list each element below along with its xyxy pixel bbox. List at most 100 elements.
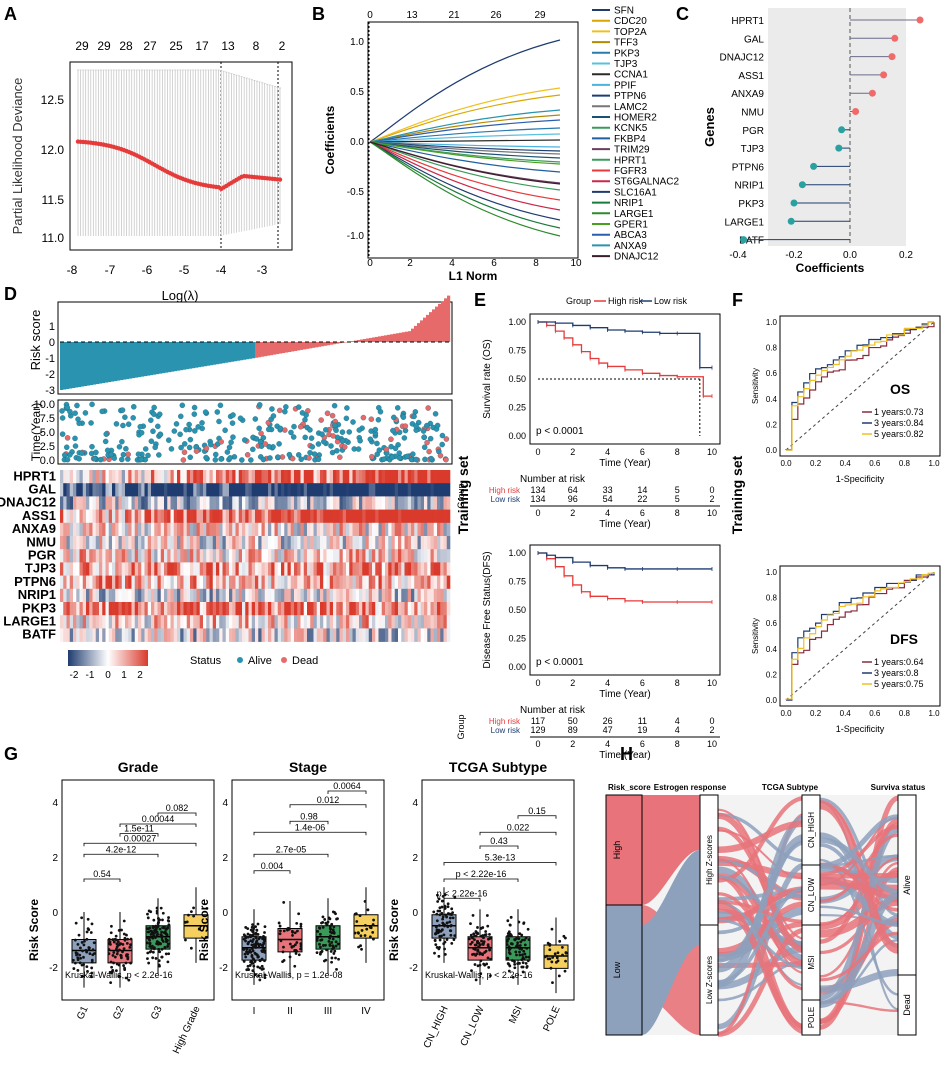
panel-d-heat-cell [307,549,311,563]
panel-d-heat-cell [154,509,158,524]
panel-g-grade-point [157,947,161,951]
panel-d-heat-cell [73,509,77,524]
panel-d-time-point [125,421,132,428]
panel-b-legend-label: PKP3 [614,48,640,59]
panel-d-risk-bar [336,342,340,344]
panel-d-time-point [339,438,346,444]
panel-d-heat-cell [362,575,366,590]
panel-g-grade-point [155,909,159,913]
panel-d-heat-cell [89,575,93,590]
panel-d-heat-cell [346,575,350,590]
panel-d-heat-cell [258,602,262,616]
panel-g-stage-point [293,943,297,947]
panel-d-heat-cell [255,588,259,603]
panel-d-heat-cell [336,470,340,484]
panel-d-heat-cell [303,483,308,497]
panel-d-status-label: Status [190,655,222,667]
panel-d-heat-cell [212,483,217,497]
panel-g-subtype-point [564,951,568,954]
panel-d-heat-cell [437,588,441,603]
panel-d-time-point [64,456,71,463]
panel-b-paths [368,22,561,258]
panel-e-os-ytick: 0.25 [508,403,526,413]
panel-d-heat-cell [209,602,214,616]
panel-d-heat-cell [333,509,337,524]
panel-d-gene-label: PTPN6 [14,574,56,589]
panel-d-heat-cell [69,509,74,524]
panel-d-heat-cell [105,628,110,642]
panel-d-heat-cell [79,602,84,616]
panel-d-heat-cell [216,483,220,497]
panel-g-subtype-point [527,955,531,959]
panel-d-time-point [193,448,200,454]
panel-d-heat-cell [190,575,194,590]
panel-d-heat-cell [242,602,246,616]
panel-b-coef-path [369,87,561,143]
panel-d-time-point [421,434,427,440]
panel-e-os-low-curve [538,321,712,369]
panel-g-subtype-point [451,911,455,915]
panel-d-heat-cell [414,549,418,563]
panel-g-grade-frame [61,779,215,1001]
panel-g-subtype-point [486,956,490,960]
panel-d-heat-cell [170,496,175,510]
panel-g-subtype-point [480,934,484,938]
panel-d-heat-cell [342,615,347,629]
panel-d-heat-cell [274,483,279,497]
panel-d-heat-cell [277,615,282,629]
panel-d-heat-cell [167,496,171,510]
panel-d-heat-cell [76,483,80,497]
panel-d-time-point [183,426,189,433]
panel-g-subtype-point [473,963,477,966]
panel-d-heat-cell [248,470,253,484]
panel-d-heat-cell [219,496,223,510]
panel-d-heat-cell [385,470,389,484]
panel-g-grade-ytick: 2 [52,853,58,864]
panel-d-heat-cell [381,562,386,576]
panel-g-subtype-point [442,933,446,937]
panel-d-heat-cell [385,562,389,576]
panel-d-risk-bar [210,342,214,366]
panel-d-heat-cell [346,509,350,524]
panel-d-heat-cell [82,496,87,510]
panel-d-heat-cell [131,615,136,629]
panel-d-heat-cell [105,522,110,537]
panel-d-heat-cell [66,615,71,629]
panel-g-subtype-point [476,932,480,936]
panel-d-heat-cell [316,536,321,550]
panel-g-grade-point [159,906,163,910]
panel-d-heat-cell [437,615,441,629]
panel-d-heat-cell [320,509,324,524]
panel-d-risk-bar [198,342,202,368]
panel-g-stage-point [281,950,285,954]
panel-g-grade-point [79,956,82,960]
panel-d-heat-cell [125,522,129,537]
panel-d-time-point [244,452,251,458]
panel-g-stage-point [252,964,256,968]
panel-f-dfs-ytick: 1.0 [766,568,778,577]
panel-d-heat-cell [346,562,350,576]
panel-d-heat-cell [229,496,233,510]
panel-g-subtype-point [453,934,457,938]
panel-e-dfs-xtick: 0 [535,678,540,688]
panel-e-high-label: High risk [608,296,644,306]
panel-d-heat-cell [368,602,373,616]
panel-e-dfs-frame [529,544,721,676]
panel-d-heat-cell [157,602,162,616]
panel-d-risk-bar [408,331,412,342]
panel-g-stage-point [250,955,254,958]
panel-g-subtype-point [473,934,476,938]
panel-g-subtype-point [452,938,456,942]
panel-d-heat-cell [404,483,409,497]
panel-d-heat-cell [313,615,318,629]
panel-d-heat-cell [147,562,152,576]
panel-d-heat-cell [118,536,123,550]
panel-d-heat-cell [125,483,129,497]
panel-g-grade-point [82,955,85,959]
panel-d-heat-cell [151,509,155,524]
panel-g-subtype-point [509,915,513,919]
panel-d-heat-cell [411,615,415,629]
panel-g-subtype-point [473,947,476,950]
panel-d-heat-cell [313,483,318,497]
panel-g-subtype-xtick: POLE [541,1004,562,1033]
